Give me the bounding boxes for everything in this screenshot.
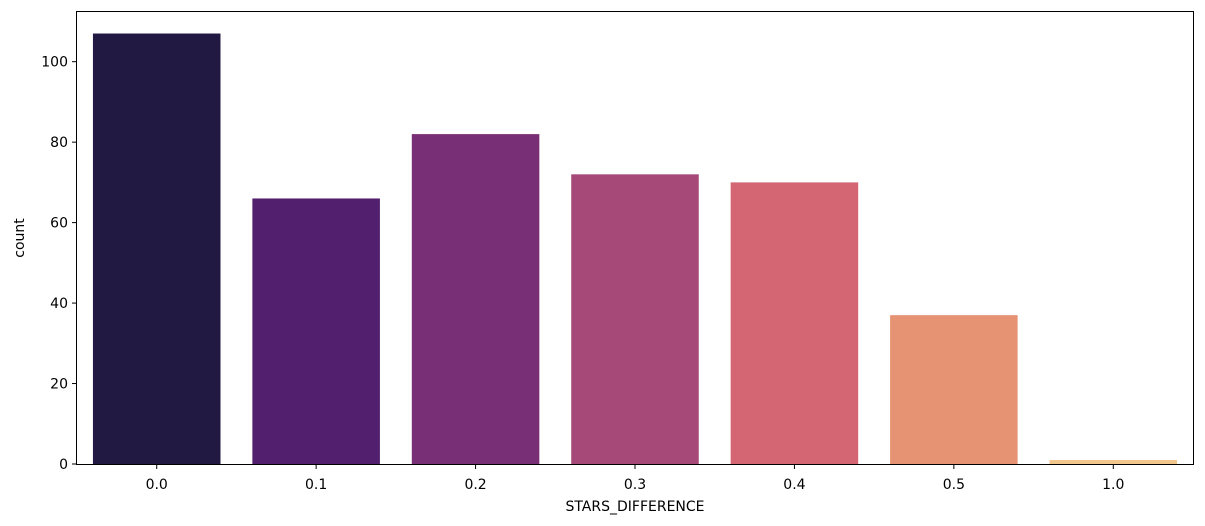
bar-0.5	[890, 315, 1018, 464]
y-tick-label: 60	[50, 216, 68, 232]
x-tick-label: 1.0	[1102, 477, 1124, 493]
x-tick-label: 0.2	[464, 477, 486, 493]
x-tick-label: 0.0	[146, 477, 168, 493]
x-tick-label: 0.3	[624, 477, 646, 493]
x-axis-ticks: 0.0 0.1 0.2 0.3 0.4 0.5 1.0	[146, 464, 1124, 493]
bar-0.2	[411, 134, 540, 464]
x-tick-label: 0.5	[943, 477, 965, 493]
y-tick-label: 0	[59, 457, 68, 473]
y-tick-label: 40	[50, 296, 68, 312]
bar-0.0	[92, 33, 221, 465]
bar-0.3	[571, 174, 699, 464]
y-tick-label: 80	[50, 135, 68, 151]
plot-frame	[76, 11, 1194, 465]
y-axis-ticks: 0 20 40 60 80 100	[41, 55, 77, 473]
x-axis-label: STARS_DIFFERENCE	[565, 499, 704, 515]
y-tick-label: 20	[50, 377, 68, 393]
x-tick-label: 0.4	[783, 477, 805, 493]
y-tick-label: 100	[41, 55, 68, 71]
bar-0.4	[730, 182, 859, 464]
y-axis-label: count	[12, 218, 28, 258]
x-tick-label: 0.1	[305, 477, 327, 493]
bars-group	[92, 33, 1178, 465]
bar-1.0	[1049, 459, 1178, 464]
bar-0.1	[252, 198, 380, 464]
